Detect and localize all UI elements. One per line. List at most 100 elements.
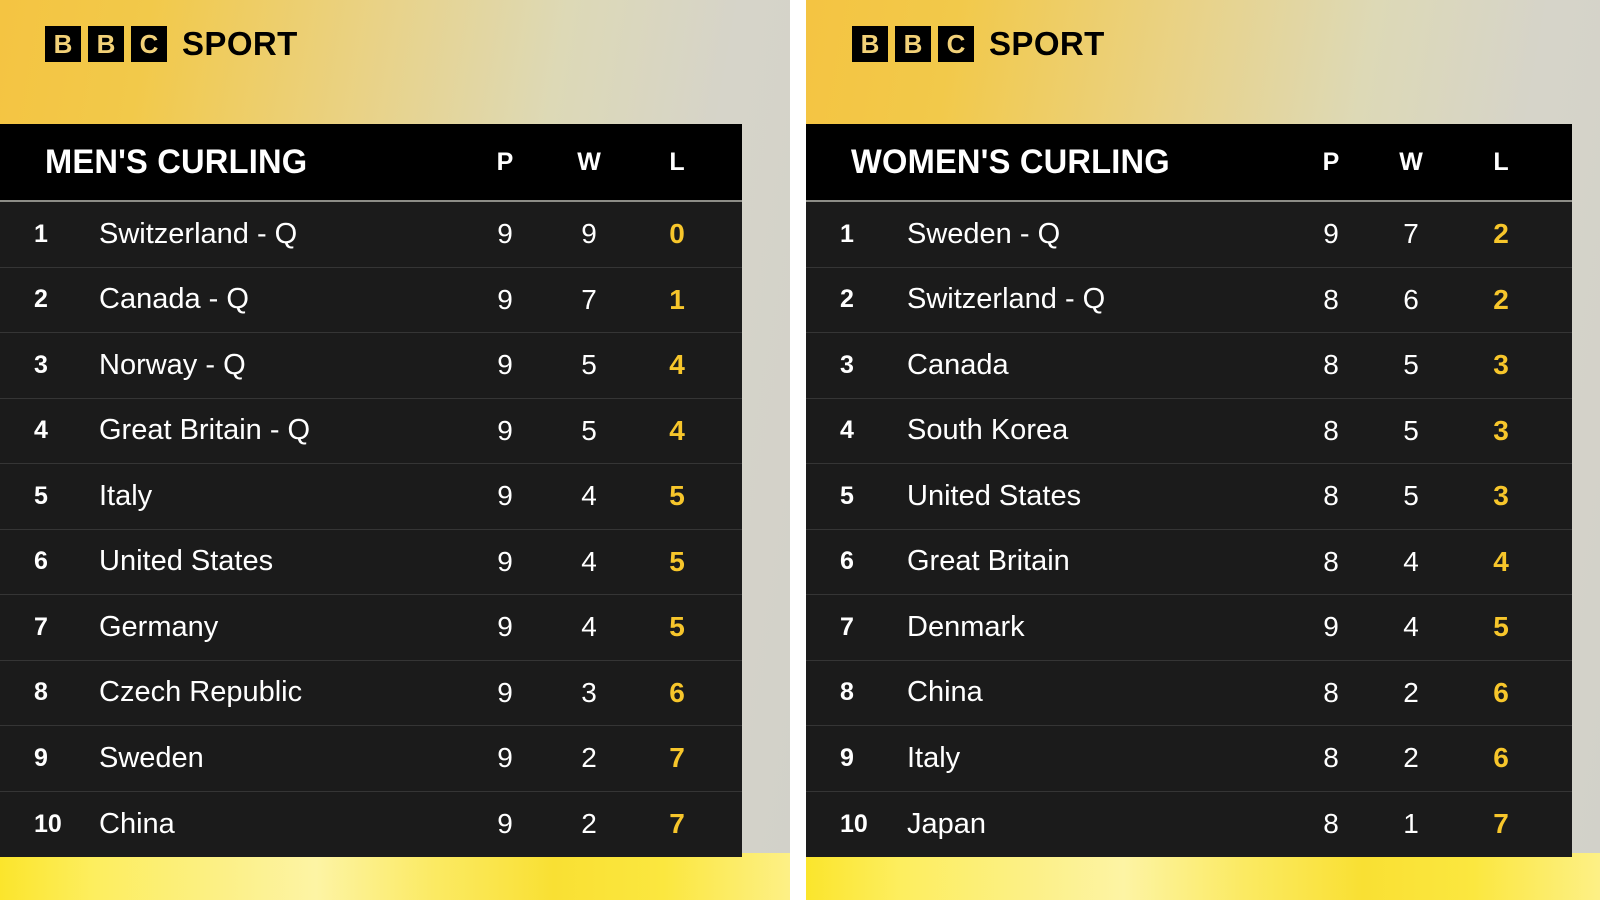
bbc-block-c: C xyxy=(938,26,974,62)
bbc-block-b1: B xyxy=(852,26,888,62)
row-team-name: Switzerland - Q xyxy=(99,217,298,250)
row-position: 10 xyxy=(34,809,62,838)
row-lost-value: 3 xyxy=(1493,349,1509,381)
row-team-name: Sweden xyxy=(99,741,204,774)
row-lost-value: 1 xyxy=(669,283,685,315)
table-row[interactable]: 5 Italy 9 4 5 xyxy=(0,464,742,530)
row-team-name: Japan xyxy=(907,807,987,840)
column-header-won: W xyxy=(1399,147,1423,176)
bbc-block-b2: B xyxy=(88,26,124,62)
table-row[interactable]: 6 Great Britain 8 4 4 xyxy=(806,529,1572,595)
table-row[interactable]: 10 China 9 2 7 xyxy=(0,791,742,857)
row-won-value: 1 xyxy=(1403,808,1419,840)
row-won-value: 5 xyxy=(1403,414,1419,446)
row-played-value: 9 xyxy=(497,808,513,840)
row-played-value: 9 xyxy=(1323,218,1339,250)
row-lost-value: 3 xyxy=(1493,414,1509,446)
row-won-value: 2 xyxy=(581,742,597,774)
row-position: 4 xyxy=(840,416,854,445)
row-position: 2 xyxy=(34,285,48,314)
row-team-name: Sweden - Q xyxy=(907,217,1061,250)
panel-divider xyxy=(790,0,806,900)
row-won-value: 7 xyxy=(1403,218,1419,250)
panel-footer-band xyxy=(806,853,1600,900)
bbc-sport-logo: B B C SPORT xyxy=(45,25,298,63)
row-played-value: 9 xyxy=(497,414,513,446)
row-lost-value: 6 xyxy=(1493,742,1509,774)
row-won-value: 5 xyxy=(1403,349,1419,381)
bbc-sport-wordmark: SPORT xyxy=(989,25,1105,62)
row-team-name: Canada xyxy=(907,348,1009,381)
table-row[interactable]: 2 Switzerland - Q 8 6 2 xyxy=(806,267,1572,333)
row-won-value: 3 xyxy=(581,676,597,708)
table-row[interactable]: 4 South Korea 8 5 3 xyxy=(806,398,1572,464)
table-header-row: WOMEN'S CURLING P W L xyxy=(806,124,1572,200)
row-position: 3 xyxy=(34,350,48,379)
bbc-block-c: C xyxy=(131,26,167,62)
row-lost-value: 4 xyxy=(669,349,685,381)
table-row[interactable]: 8 China 8 2 6 xyxy=(806,660,1572,726)
row-lost-value: 7 xyxy=(669,808,685,840)
row-won-value: 4 xyxy=(581,480,597,512)
row-position: 7 xyxy=(34,612,48,641)
row-won-value: 5 xyxy=(581,349,597,381)
row-lost-value: 7 xyxy=(669,742,685,774)
table-row[interactable]: 1 Sweden - Q 9 7 2 xyxy=(806,202,1572,268)
row-position: 9 xyxy=(840,743,854,772)
row-played-value: 8 xyxy=(1323,676,1339,708)
row-won-value: 4 xyxy=(1403,611,1419,643)
row-played-value: 8 xyxy=(1323,349,1339,381)
table-row[interactable]: 4 Great Britain - Q 9 5 4 xyxy=(0,398,742,464)
row-played-value: 8 xyxy=(1323,808,1339,840)
row-position: 8 xyxy=(840,678,854,707)
header-separator xyxy=(0,200,742,202)
row-played-value: 9 xyxy=(497,349,513,381)
table-row[interactable]: 9 Sweden 9 2 7 xyxy=(0,726,742,792)
row-lost-value: 5 xyxy=(669,480,685,512)
bbc-sport-wordmark: SPORT xyxy=(182,25,298,62)
row-won-value: 7 xyxy=(581,283,597,315)
table-body: 1 Switzerland - Q 9 9 0 2 Canada - Q 9 7 1 3 Norway… xyxy=(0,202,742,857)
row-lost-value: 5 xyxy=(669,611,685,643)
row-lost-value: 7 xyxy=(1493,808,1509,840)
row-team-name: South Korea xyxy=(907,414,1069,447)
row-lost-value: 2 xyxy=(1493,283,1509,315)
table-row[interactable]: 7 Germany 9 4 5 xyxy=(0,595,742,661)
row-lost-value: 4 xyxy=(1493,545,1509,577)
row-won-value: 2 xyxy=(1403,742,1419,774)
table-row[interactable]: 2 Canada - Q 9 7 1 xyxy=(0,267,742,333)
row-position: 9 xyxy=(34,743,48,772)
row-played-value: 9 xyxy=(497,611,513,643)
row-team-name: Norway - Q xyxy=(99,348,246,381)
header-separator xyxy=(806,200,1572,202)
table-row[interactable]: 10 Japan 8 1 7 xyxy=(806,791,1572,857)
row-position: 5 xyxy=(34,481,48,510)
table-row[interactable]: 9 Italy 8 2 6 xyxy=(806,726,1572,792)
row-position: 6 xyxy=(34,547,48,576)
row-team-name: United States xyxy=(99,545,274,578)
table-row[interactable]: 6 United States 9 4 5 xyxy=(0,529,742,595)
row-won-value: 5 xyxy=(1403,480,1419,512)
table-row[interactable]: 7 Denmark 9 4 5 xyxy=(806,595,1572,661)
row-played-value: 9 xyxy=(497,480,513,512)
row-team-name: Italy xyxy=(99,479,153,512)
column-header-lost: L xyxy=(1493,147,1509,176)
table-row[interactable]: 8 Czech Republic 9 3 6 xyxy=(0,660,742,726)
table-row[interactable]: 1 Switzerland - Q 9 9 0 xyxy=(0,202,742,268)
row-won-value: 4 xyxy=(581,611,597,643)
row-position: 7 xyxy=(840,612,854,641)
mens-curling-panel: B B C SPORT MEN'S CURLING P W L 1 Switzer… xyxy=(0,0,790,900)
row-played-value: 9 xyxy=(497,218,513,250)
row-played-value: 8 xyxy=(1323,480,1339,512)
table-row[interactable]: 3 Norway - Q 9 5 4 xyxy=(0,333,742,399)
column-header-won: W xyxy=(577,147,601,176)
table-row[interactable]: 5 United States 8 5 3 xyxy=(806,464,1572,530)
row-team-name: Italy xyxy=(907,741,961,774)
table-row[interactable]: 3 Canada 8 5 3 xyxy=(806,333,1572,399)
table-body: 1 Sweden - Q 9 7 2 2 Switzerland - Q 8 6 2 3 Canada… xyxy=(806,202,1572,857)
womens-standings-table: WOMEN'S CURLING P W L 1 Sweden - Q 9 7 2 2 Swi… xyxy=(806,124,1572,857)
row-played-value: 8 xyxy=(1323,414,1339,446)
row-lost-value: 6 xyxy=(669,676,685,708)
table-title: MEN'S CURLING xyxy=(45,142,308,181)
